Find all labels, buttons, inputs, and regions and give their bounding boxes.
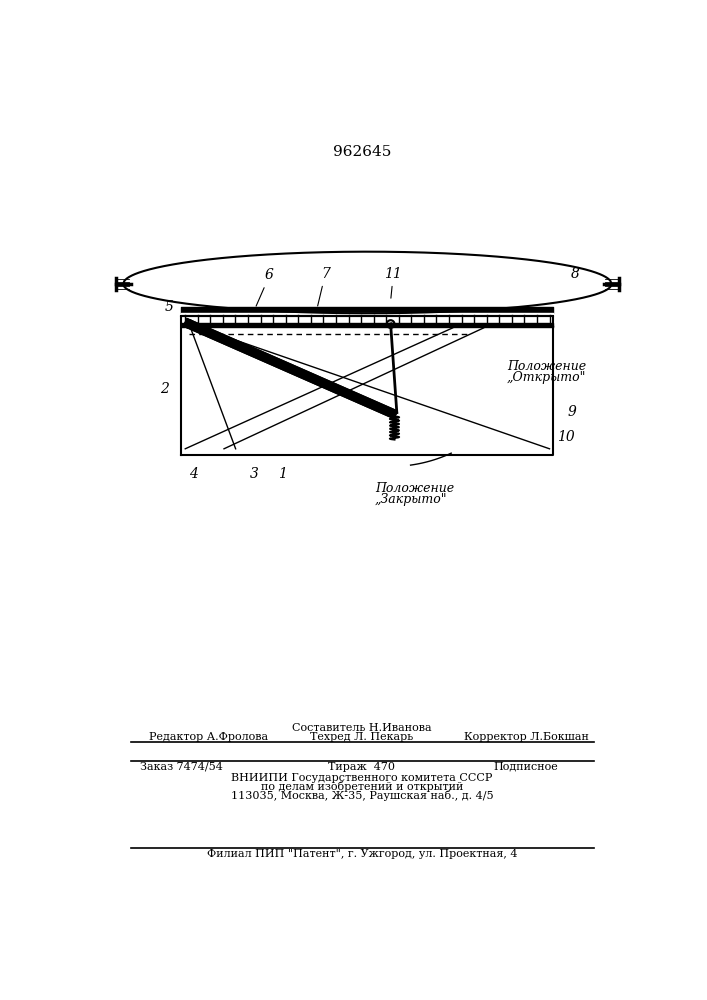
Text: Техред Л. Пекарь: Техред Л. Пекарь <box>310 732 414 742</box>
Text: Тираж  470: Тираж 470 <box>329 762 395 772</box>
Text: 962645: 962645 <box>333 145 391 159</box>
Text: Положение: Положение <box>507 360 586 373</box>
Text: „Открыто": „Открыто" <box>507 371 586 384</box>
Text: Корректор Л.Бокшан: Корректор Л.Бокшан <box>464 732 589 742</box>
Text: Положение: Положение <box>375 482 455 495</box>
Text: 1: 1 <box>279 467 287 481</box>
Text: 8: 8 <box>571 267 579 281</box>
Text: ВНИИПИ Государственного комитета СССР: ВНИИПИ Государственного комитета СССР <box>231 773 493 783</box>
Text: Составитель Н.Иванова: Составитель Н.Иванова <box>292 723 432 733</box>
Text: 11: 11 <box>385 267 402 298</box>
Text: Филиал ПИП "Патент", г. Ужгород, ул. Проектная, 4: Филиал ПИП "Патент", г. Ужгород, ул. Про… <box>206 849 518 859</box>
Text: 7: 7 <box>317 267 329 306</box>
Text: 5: 5 <box>164 300 173 314</box>
Text: по делам изобретений и открытий: по делам изобретений и открытий <box>261 781 463 792</box>
Text: 10: 10 <box>557 430 575 444</box>
Text: 3: 3 <box>250 467 259 481</box>
Text: Редактор А.Фролова: Редактор А.Фролова <box>149 732 268 742</box>
Text: „Закрыто": „Закрыто" <box>375 493 448 506</box>
Text: Подписное: Подписное <box>494 762 559 772</box>
Text: 4: 4 <box>189 467 198 481</box>
Text: 113035, Москва, Ж-35, Раушская наб., д. 4/5: 113035, Москва, Ж-35, Раушская наб., д. … <box>230 790 493 801</box>
Text: 6: 6 <box>256 268 274 306</box>
Text: Заказ 7474/54: Заказ 7474/54 <box>140 762 223 772</box>
Text: 9: 9 <box>567 405 576 419</box>
Text: 2: 2 <box>160 382 168 396</box>
